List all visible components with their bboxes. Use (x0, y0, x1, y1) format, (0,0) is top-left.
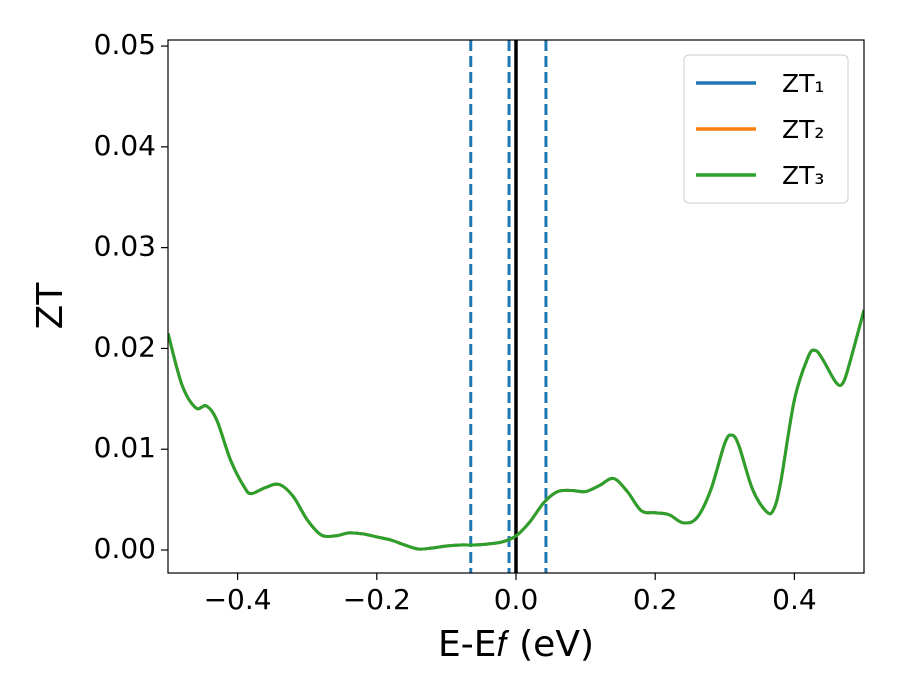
x-tick-label: −0.4 (204, 583, 272, 616)
x-tick-label: 0.0 (494, 583, 539, 616)
y-tick-label: 0.04 (94, 129, 156, 162)
y-tick-label: 0.03 (94, 230, 156, 263)
legend-box (683, 54, 849, 204)
x-tick-label: −0.2 (343, 583, 411, 616)
y-axis-label: ZT (30, 282, 71, 330)
y-tick-label: 0.00 (94, 532, 156, 565)
legend-label: ZT₁ (782, 69, 824, 98)
data-line (168, 309, 864, 551)
y-tick-label: 0.01 (94, 431, 156, 464)
legend-label: ZT₂ (782, 115, 824, 144)
x-axis-label: E-E𝑓 (eV) (438, 624, 594, 665)
x-tick-label: 0.4 (772, 583, 817, 616)
y-tick-label: 0.02 (94, 330, 156, 363)
y-tick-label: 0.05 (94, 28, 156, 61)
legend-label: ZT₃ (782, 161, 824, 190)
plot-frame (167, 39, 865, 574)
x-tick-label: 0.2 (633, 583, 678, 616)
